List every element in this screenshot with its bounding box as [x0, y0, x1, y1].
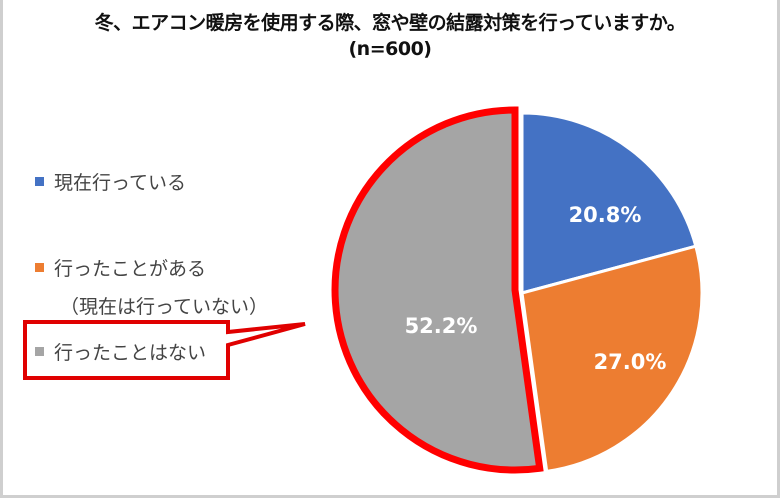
pie-slice-current	[520, 111, 698, 295]
slice-label-never: 52.2%	[405, 314, 478, 338]
legend-item-never: 行ったことはない	[35, 338, 206, 365]
chart-title: 冬、エアコン暖房を使用する際、窓や壁の結露対策を行っていますか。 (n=600)	[0, 10, 780, 62]
legend-swatch-orange	[35, 263, 44, 272]
legend-swatch-gray	[35, 347, 44, 356]
pie-slice-never	[331, 106, 544, 474]
chart-title-n: (n=600)	[348, 38, 432, 60]
legend-label-past: 行ったことがある	[54, 258, 207, 280]
pie-slice-past	[520, 244, 704, 473]
legend-item-current: 現在行っている	[35, 168, 186, 195]
highlight-callout	[23, 320, 306, 380]
slice-label-past: 27.0%	[594, 350, 667, 374]
legend-label-never: 行ったことはない	[54, 342, 207, 364]
chart-title-line1: 冬、エアコン暖房を使用する際、窓や壁の結露対策を行っていますか。	[94, 12, 686, 34]
legend-item-past: 行ったことがある	[35, 254, 206, 281]
legend-label-current: 現在行っている	[54, 172, 187, 194]
legend-swatch-blue	[35, 177, 44, 186]
legend-label-past-sub: （現在は行っていない）	[60, 296, 269, 318]
slice-label-current: 20.8%	[569, 203, 642, 227]
